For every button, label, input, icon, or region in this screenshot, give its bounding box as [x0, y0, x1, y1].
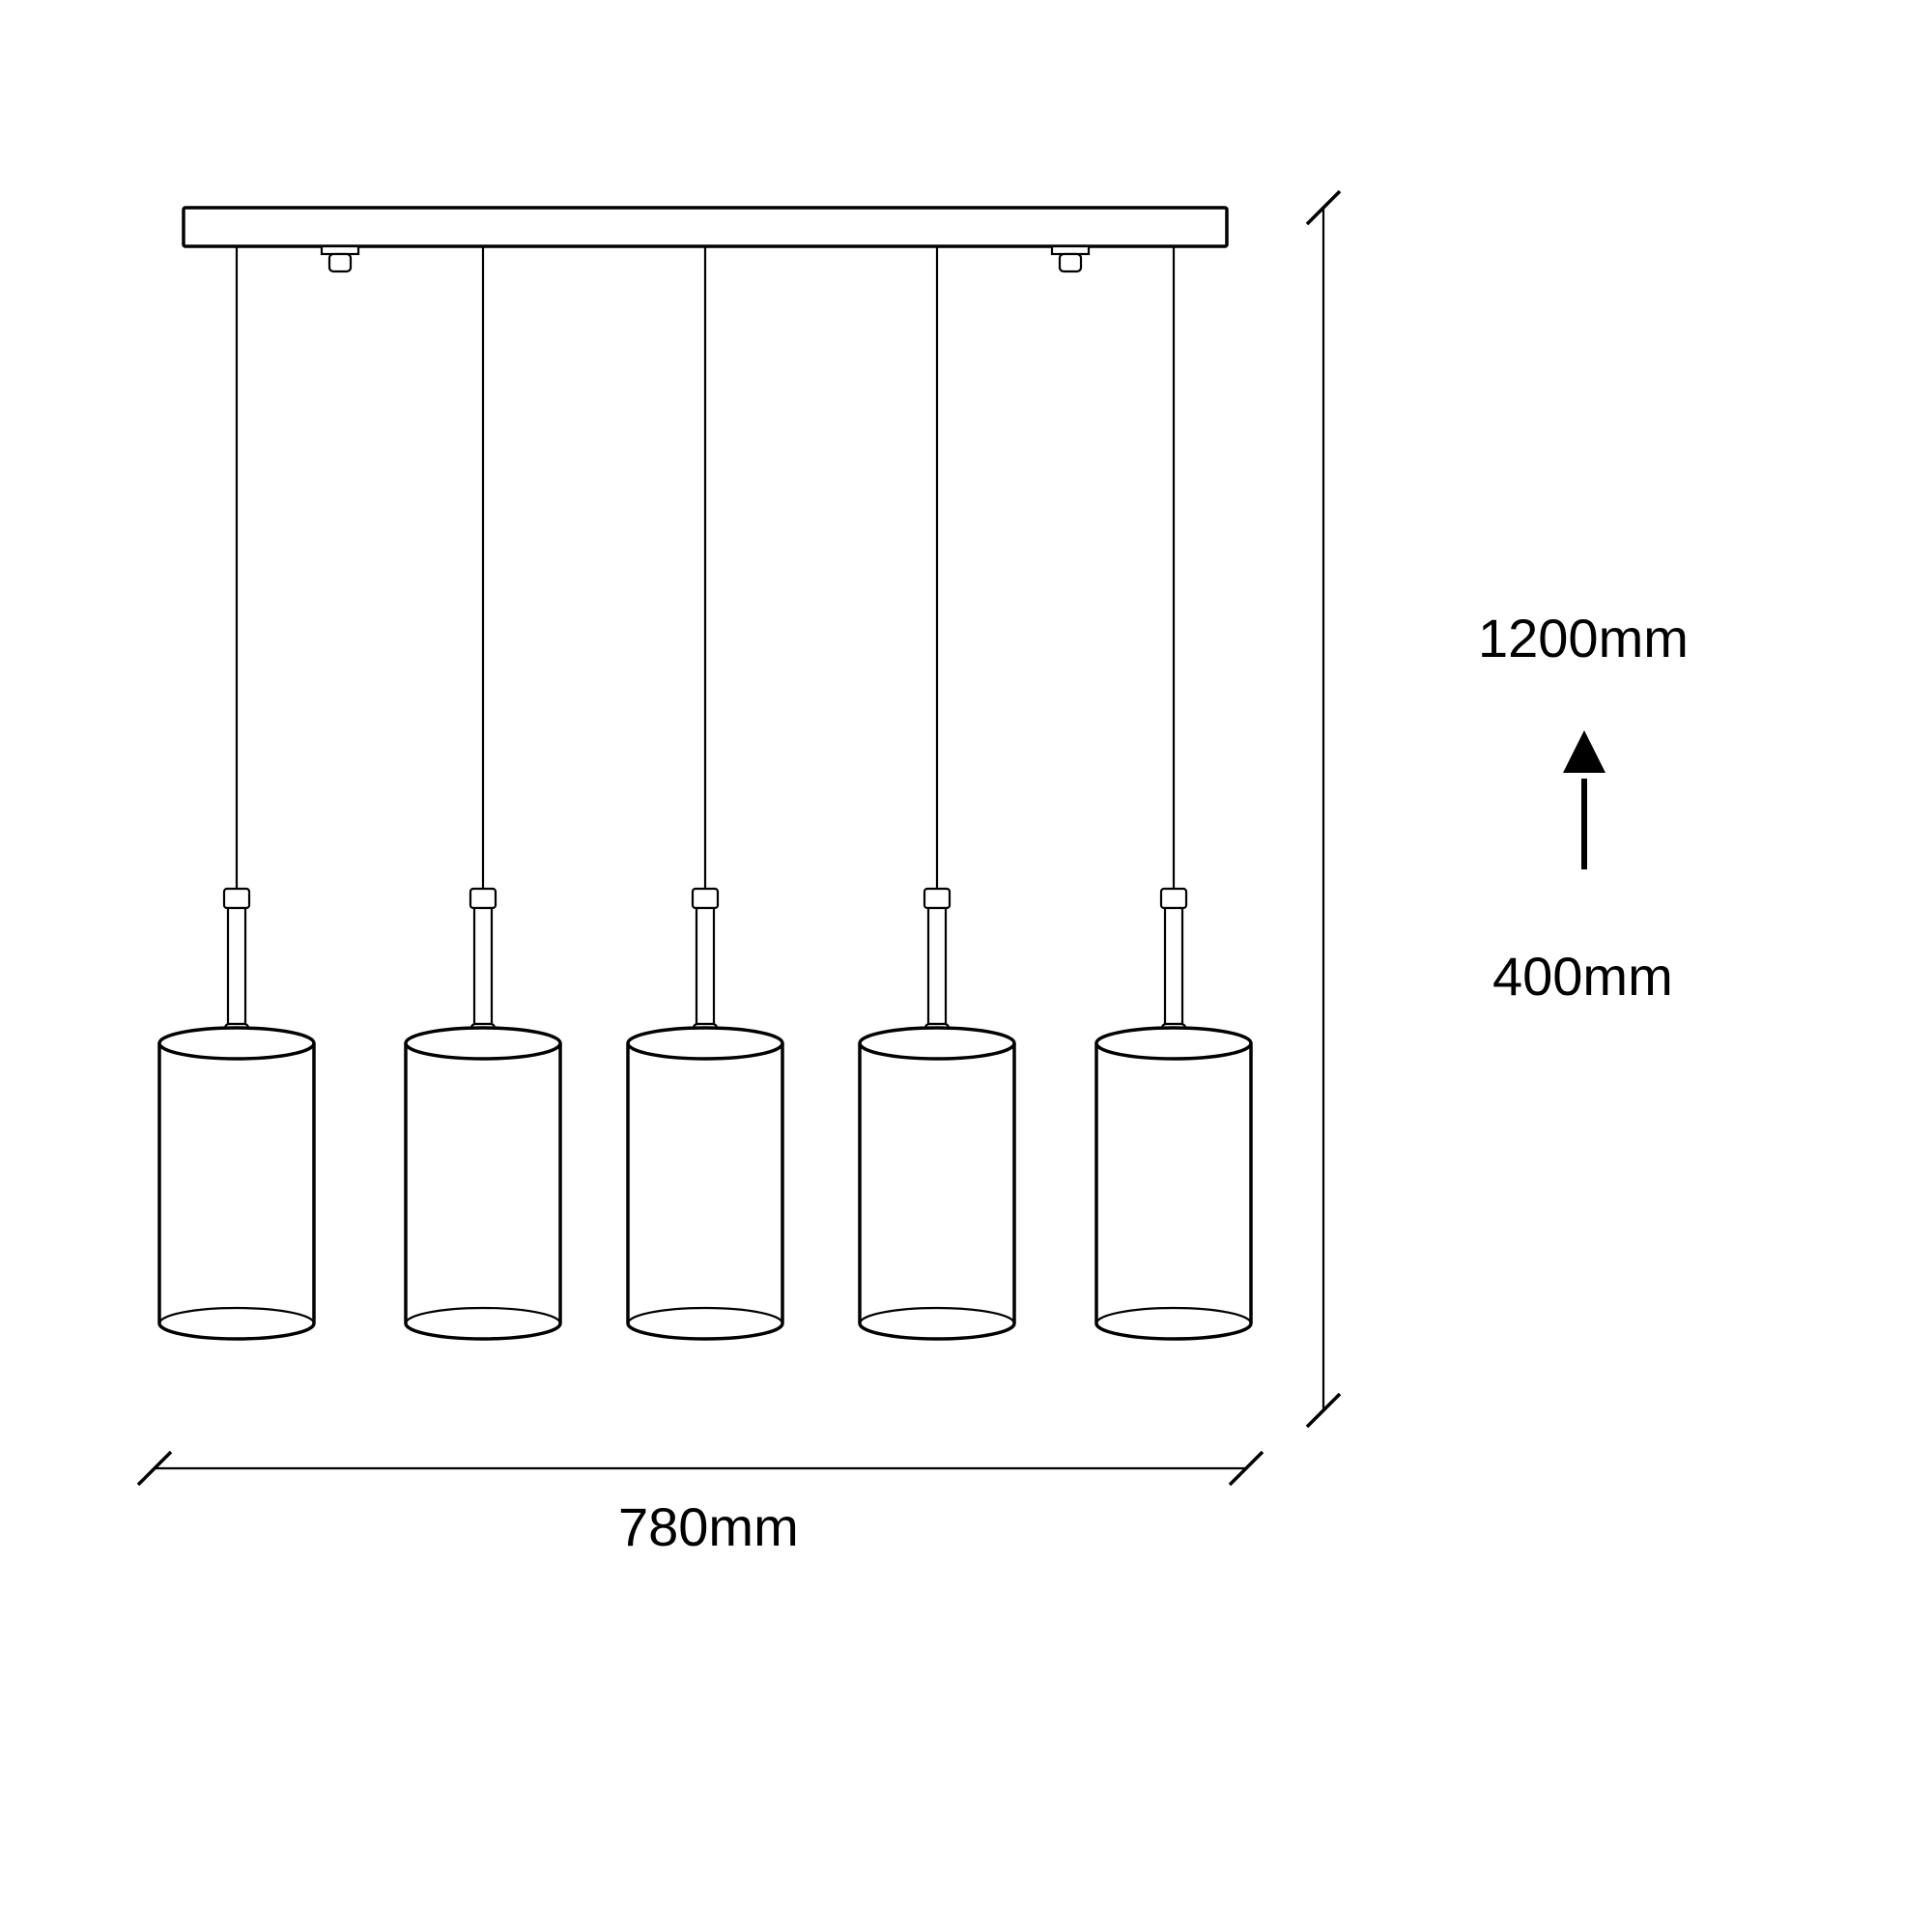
dim-height-min-label: 400mm	[1492, 946, 1673, 1007]
mounting-stud-0	[322, 246, 358, 271]
pendant-1	[406, 246, 560, 1339]
pendant-0	[159, 246, 314, 1339]
dim-width-label: 780mm	[618, 1496, 799, 1557]
dim-height-max-label: 1200mm	[1478, 608, 1689, 668]
pendant-3	[860, 246, 1014, 1339]
shade-top	[1096, 1028, 1251, 1059]
height-range-arrow-head	[1563, 730, 1605, 773]
pendant-2	[628, 246, 782, 1339]
mounting-stud-1	[1052, 246, 1089, 271]
pendant-light-diagram: 780mm 1200mm 400mm	[0, 0, 1932, 1932]
ceiling-plate	[184, 208, 1227, 246]
pendant-4	[1096, 246, 1251, 1339]
shade-top	[159, 1028, 314, 1059]
shade-top	[860, 1028, 1014, 1059]
shade-top	[628, 1028, 782, 1059]
shade-top	[406, 1028, 560, 1059]
